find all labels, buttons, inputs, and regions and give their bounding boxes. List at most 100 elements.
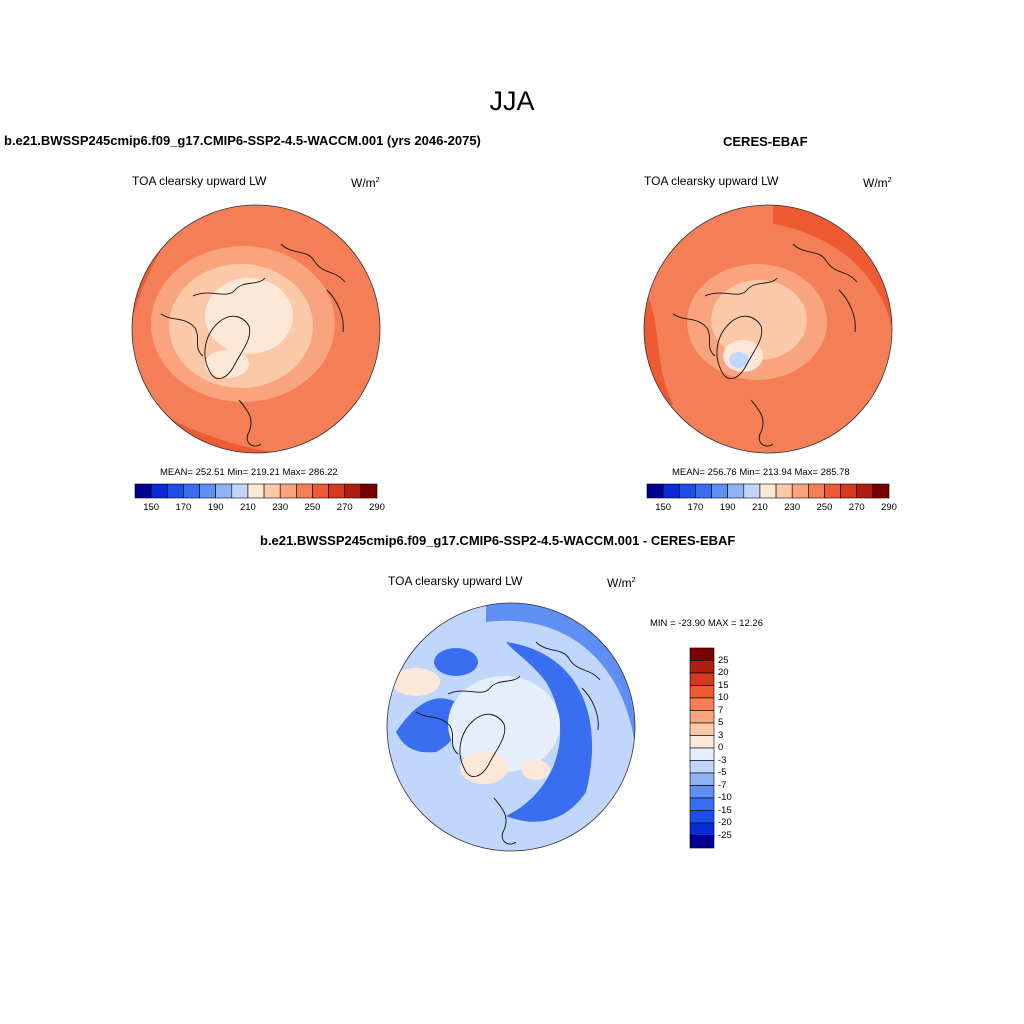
diff-colorbar-box-3 — [689, 685, 715, 699]
model-colorbar-tick-label: 170 — [175, 502, 192, 513]
figure-title: JJA — [489, 86, 535, 116]
obs-polar-map — [643, 204, 893, 454]
obs-coastline-3 — [750, 399, 774, 447]
model-colorbar-box-6 — [231, 483, 249, 499]
diff-units-label: W/m2 — [607, 576, 636, 590]
model-colorbar-box-12 — [328, 483, 346, 499]
diff-coastline-2 — [535, 641, 601, 681]
obs-colorbar-tick-label: 290 — [881, 502, 897, 513]
diff-colorbar-tick-label: 25 — [718, 654, 729, 666]
diff-colorbar-tick-label: -7 — [718, 779, 727, 791]
model-colorbar-tick-label: 290 — [369, 502, 385, 513]
diff-colorbar-tick-label: 7 — [718, 704, 724, 716]
model-colorbar-box-11 — [312, 483, 329, 499]
diff-colorbar-tick-label: 10 — [718, 692, 729, 703]
obs-colorbar-box-13 — [856, 483, 874, 499]
obs-field-6 — [729, 352, 749, 368]
model-coastline-0 — [204, 315, 251, 379]
obs-colorbar-box-14 — [872, 483, 890, 499]
diff-colorbar-box-1 — [689, 660, 715, 674]
diff-colorbar-box-14 — [689, 822, 715, 836]
model-colorbar-box-2 — [166, 483, 184, 499]
obs-colorbar-tick-label: 250 — [816, 502, 833, 513]
model-coastline-3 — [238, 399, 262, 447]
obs-panel-title: CERES-EBAF — [723, 134, 808, 149]
diff-colorbar-tick-label: -10 — [718, 792, 732, 803]
obs-colorbar-box-1 — [662, 483, 680, 499]
obs-colorbar-tick-label: 230 — [784, 502, 801, 513]
diff-colorbar-box-7 — [689, 735, 715, 749]
diff-colorbar-box-13 — [689, 810, 715, 824]
obs-colorbar-tick-label: 270 — [848, 502, 865, 513]
diff-colorbar-tick-label: -20 — [718, 817, 732, 828]
diff-colorbar-box-6 — [689, 722, 715, 736]
model-colorbar-box-1 — [150, 483, 168, 499]
obs-stats: MEAN= 256.76 Min= 213.94 Max= 285.78 — [672, 467, 850, 478]
diff-field-3 — [396, 698, 460, 753]
obs-colorbar-box-2 — [678, 483, 696, 499]
model-coastline-2 — [280, 243, 346, 283]
diff-coastline-1 — [447, 675, 521, 695]
obs-colorbar-box-8 — [775, 483, 793, 499]
diff-field-5 — [460, 752, 508, 784]
model-polar-map — [131, 204, 381, 454]
diff-colorbar-tick-label: -3 — [718, 754, 727, 766]
obs-coastline-2 — [792, 243, 858, 283]
model-colorbar-box-7 — [247, 483, 265, 499]
obs-field-4 — [711, 280, 807, 360]
model-field-5 — [205, 278, 293, 354]
model-colorbar-tick-label: 190 — [207, 502, 224, 513]
diff-colorbar-box-9 — [689, 760, 715, 774]
diff-coastline-5 — [415, 711, 459, 755]
diff-field-6 — [392, 668, 440, 696]
model-coastline-4 — [326, 289, 344, 333]
diff-colorbar-box-12 — [689, 797, 715, 811]
obs-units-label: W/m2 — [863, 176, 892, 190]
obs-colorbar-tick-label: 190 — [719, 502, 736, 513]
obs-colorbar-tick-label: 150 — [655, 502, 672, 513]
obs-colorbar-box-7 — [759, 483, 777, 499]
model-colorbar-box-10 — [296, 483, 313, 499]
model-colorbar-tick-label: 210 — [239, 502, 256, 513]
model-colorbar-box-9 — [279, 483, 297, 499]
model-colorbar — [134, 483, 378, 499]
obs-coastline-4 — [838, 289, 856, 333]
obs-colorbar-tick-label: 210 — [751, 502, 768, 513]
diff-colorbar-tick-label: 0 — [718, 742, 724, 753]
diff-colorbar-tick-label: -5 — [718, 767, 727, 778]
diff-polar-map — [386, 602, 636, 852]
obs-colorbar-box-0 — [646, 483, 664, 499]
obs-colorbar-box-6 — [743, 483, 761, 499]
diff-field-2 — [506, 642, 593, 822]
diff-colorbar-box-10 — [689, 772, 715, 786]
model-map-border — [131, 204, 381, 454]
obs-coastline-1 — [704, 277, 778, 297]
diff-colorbar-box-8 — [689, 747, 715, 761]
diff-colorbar-box-15 — [689, 835, 715, 849]
obs-map-border — [643, 204, 893, 454]
model-colorbar-tick-label: 150 — [143, 502, 160, 513]
model-colorbar-box-0 — [134, 483, 152, 499]
obs-colorbar — [646, 483, 890, 499]
model-units-label: W/m2 — [351, 176, 380, 190]
model-field-6 — [205, 350, 249, 378]
model-colorbar-box-4 — [199, 483, 216, 499]
diff-colorbar-tick-label: -15 — [718, 804, 732, 816]
diff-field-8 — [434, 648, 478, 676]
obs-colorbar-tick-label: 170 — [687, 502, 704, 513]
diff-stats: MIN = -23.90 MAX = 12.26 — [650, 618, 764, 629]
diff-coastline-4 — [581, 687, 599, 731]
model-colorbar-box-5 — [215, 483, 233, 499]
obs-colorbar-box-11 — [824, 483, 841, 499]
model-coastline-5 — [160, 313, 204, 357]
diff-colorbar — [689, 647, 715, 849]
obs-colorbar-box-10 — [808, 483, 825, 499]
diff-colorbar-box-0 — [689, 647, 715, 661]
obs-colorbar-box-12 — [840, 483, 858, 499]
diff-colorbar-box-11 — [689, 785, 715, 799]
diff-colorbar-tick-label: 15 — [718, 679, 729, 691]
model-colorbar-tick-label: 270 — [336, 502, 353, 513]
diff-coastline-3 — [493, 797, 517, 845]
diff-colorbar-box-5 — [689, 710, 715, 724]
diff-coastline-0 — [459, 713, 506, 777]
